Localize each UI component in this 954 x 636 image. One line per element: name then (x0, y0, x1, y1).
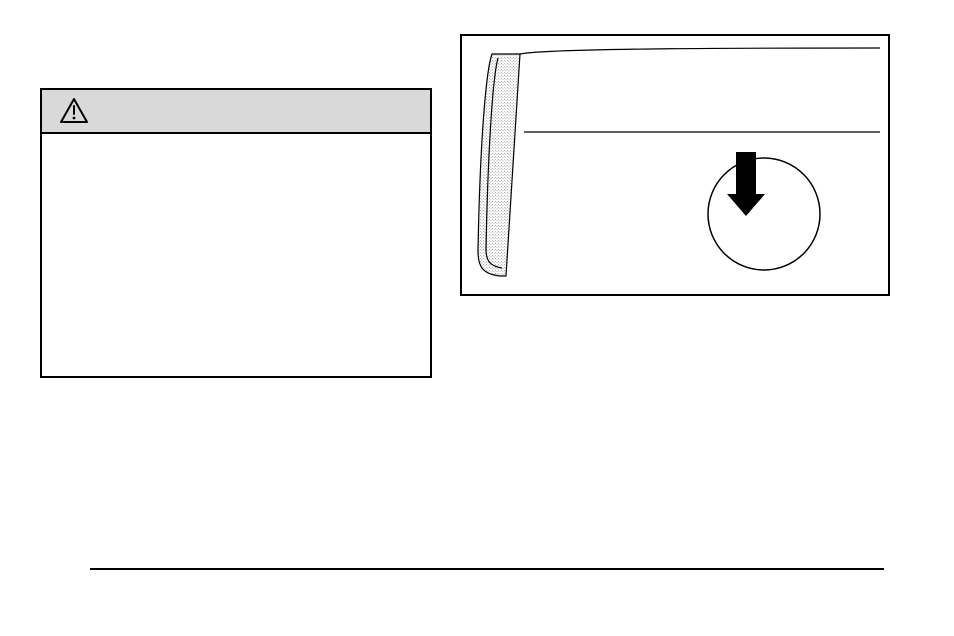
latch-knob-circle (708, 158, 820, 270)
hood-latch-svg (462, 36, 888, 294)
footer-horizontal-rule (90, 568, 884, 570)
hood-top-line (520, 48, 880, 54)
hood-latch-illustration (460, 34, 890, 296)
document-page (0, 0, 954, 636)
hood-edge-shape (478, 54, 520, 276)
warning-triangle-icon (60, 98, 88, 124)
push-down-arrow-icon (727, 152, 765, 216)
caution-header (42, 90, 430, 134)
caution-box (40, 88, 432, 378)
